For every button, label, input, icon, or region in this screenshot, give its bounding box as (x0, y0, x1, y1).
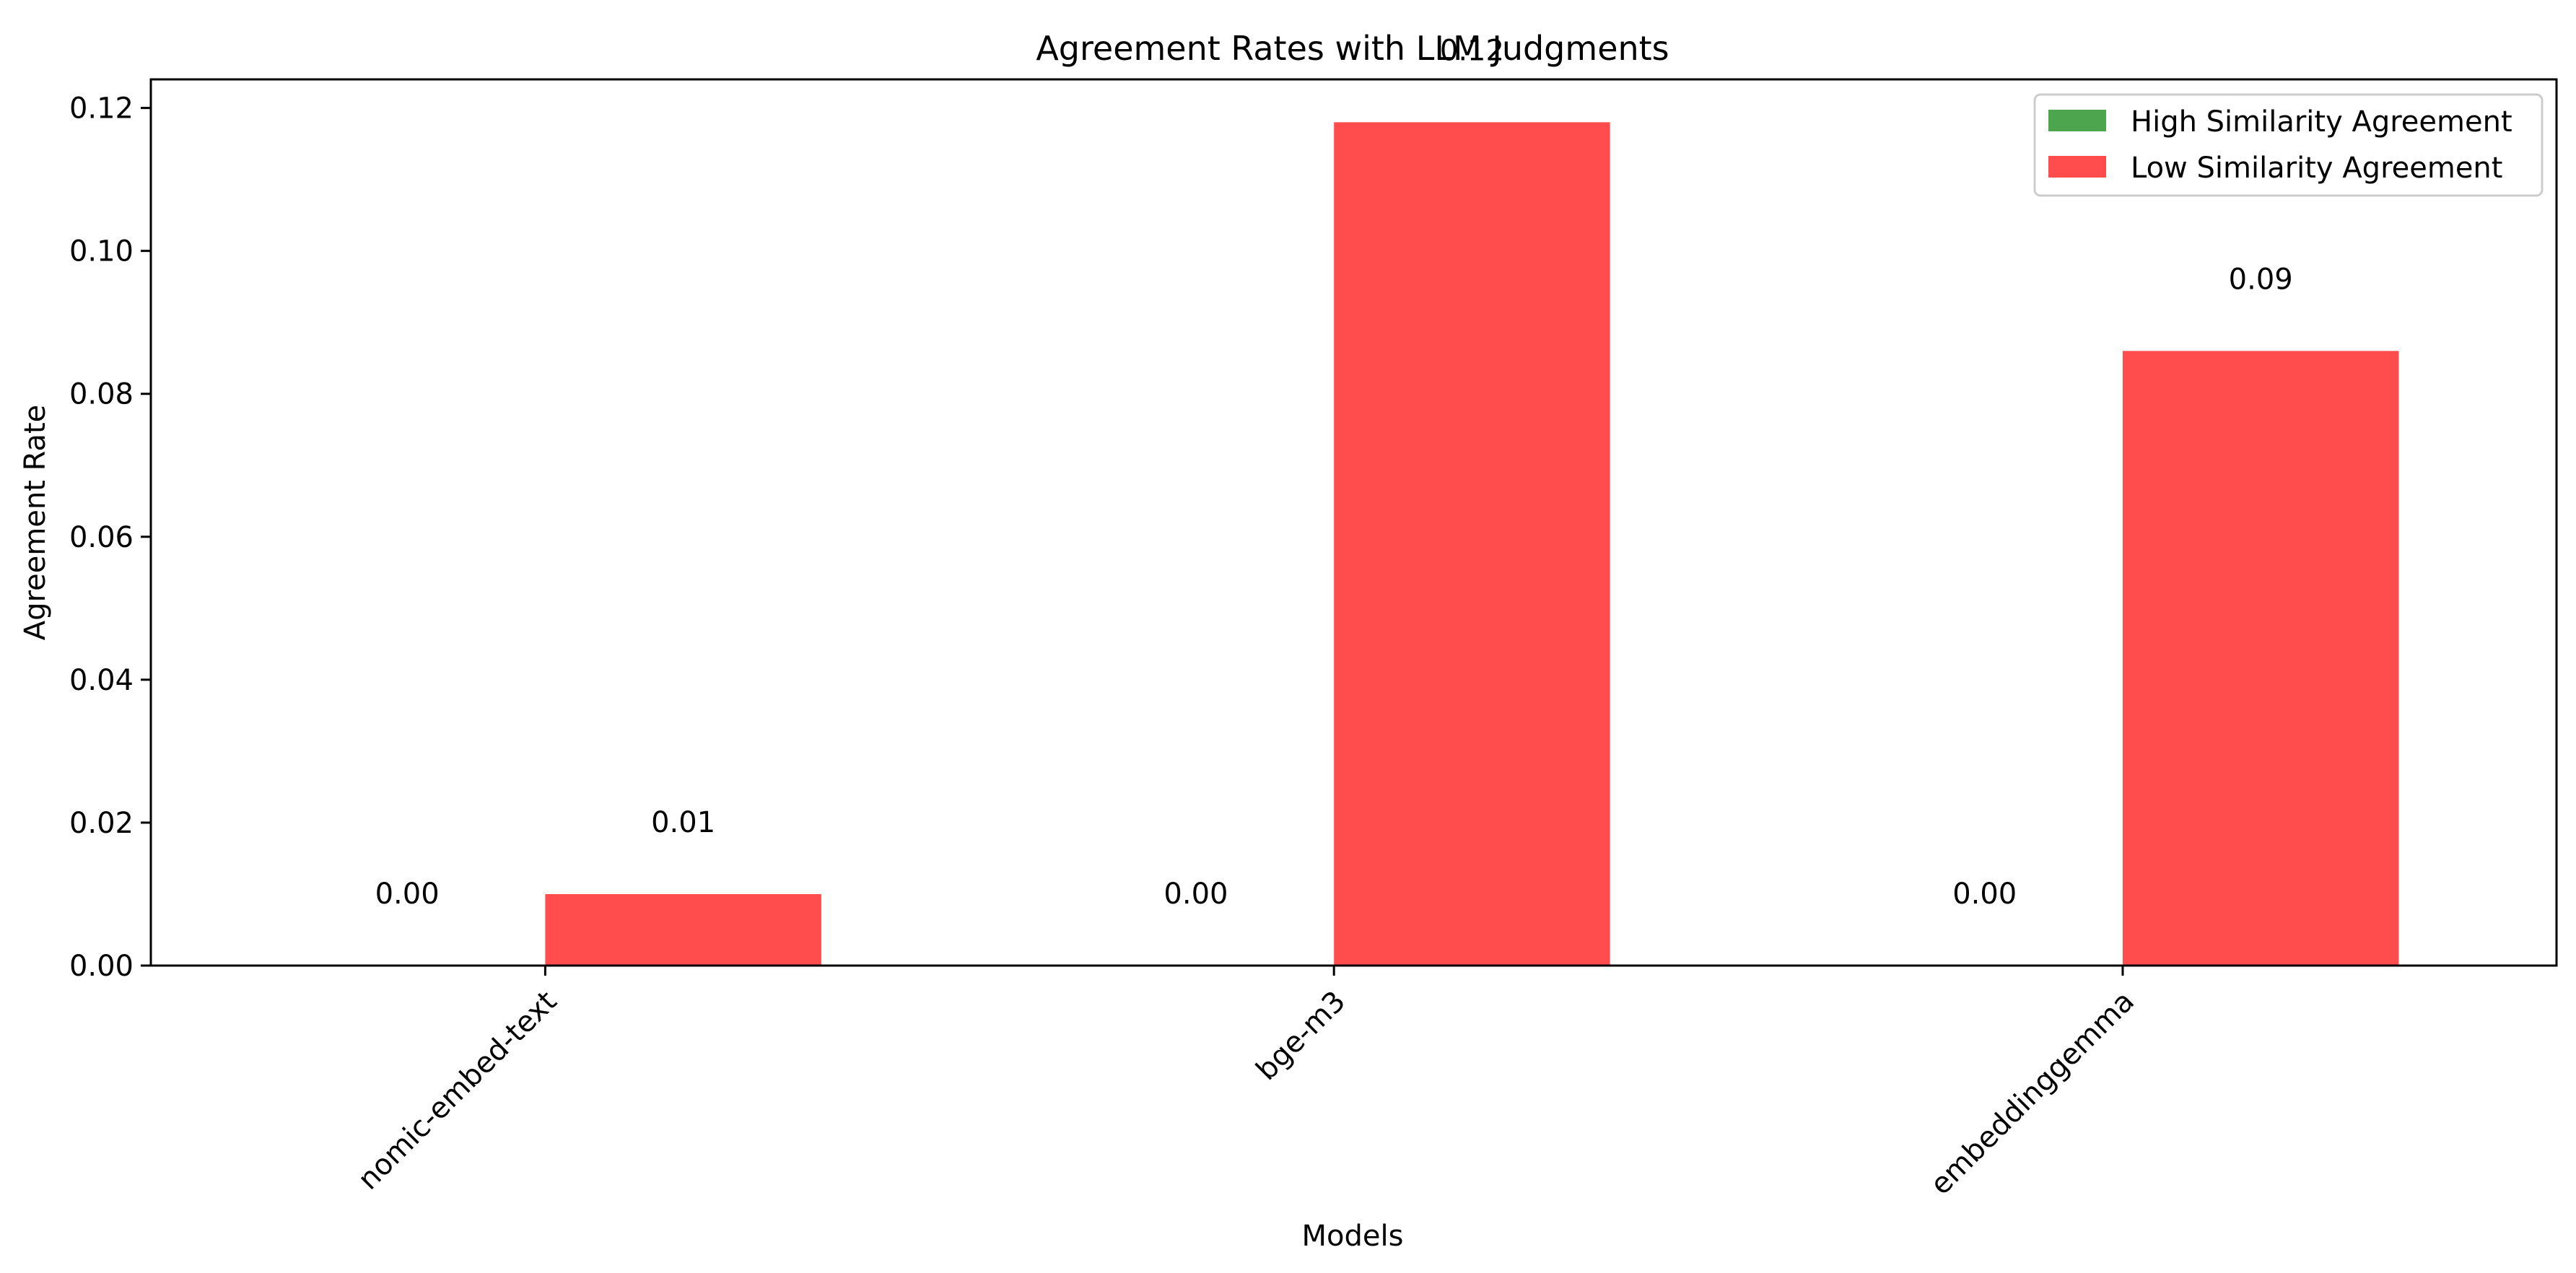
y-axis-label: Agreement Rate (19, 405, 52, 641)
legend-label-high: High Similarity Agreement (2131, 105, 2512, 139)
bar-value-label: 0.00 (375, 878, 440, 911)
legend-swatch-high (2048, 110, 2106, 131)
legend: High Similarity Agreement Low Similarity… (2035, 95, 2542, 196)
legend-label-low: Low Similarity Agreement (2131, 152, 2502, 185)
y-tick-label: 0.00 (69, 950, 134, 983)
bar-value-label: 0.00 (1952, 878, 2017, 911)
bar-value-label: 0.09 (2229, 263, 2293, 296)
bar-low-0 (545, 894, 821, 966)
y-tick-label: 0.04 (69, 664, 134, 697)
y-tick-label: 0.02 (69, 807, 134, 840)
y-tick-label: 0.12 (69, 92, 134, 126)
x-axis-label: Models (1302, 1220, 1404, 1253)
bar-low-2 (2123, 351, 2398, 966)
chart-title: Agreement Rates with LLM Judgments (1036, 29, 1669, 68)
legend-swatch-low (2048, 156, 2106, 178)
y-tick-label: 0.06 (69, 521, 134, 554)
y-tick-label: 0.08 (69, 378, 134, 411)
bar-value-label: 0.00 (1163, 878, 1228, 911)
bar-value-label: 0.01 (651, 806, 715, 839)
y-tick-label: 0.10 (69, 235, 134, 268)
bar-low-1 (1334, 122, 1610, 966)
bar-value-label: 0.12 (1440, 34, 1504, 67)
